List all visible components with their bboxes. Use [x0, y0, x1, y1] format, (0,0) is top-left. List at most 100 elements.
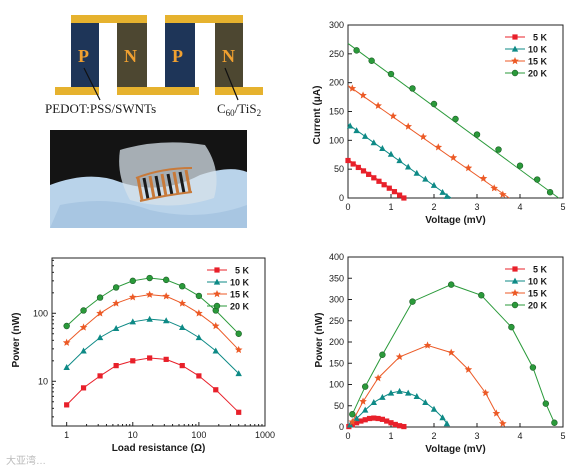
pointer-line-left — [83, 67, 101, 101]
data-point — [443, 192, 451, 199]
y-tick-label: 100 — [329, 135, 344, 145]
leg-label-n1: N — [124, 46, 137, 66]
data-point — [130, 358, 136, 364]
legend-label: 5 K — [533, 265, 548, 275]
data-point — [359, 397, 367, 405]
data-point — [129, 277, 136, 285]
data-point — [146, 274, 153, 282]
data-point — [63, 364, 70, 371]
legend-label: 5 K — [235, 266, 250, 276]
data-point — [401, 195, 407, 201]
data-point — [349, 422, 355, 428]
data-point — [384, 418, 390, 424]
legend-entry: 5 K — [207, 266, 249, 276]
series-20k — [349, 281, 558, 426]
series-20k — [63, 274, 242, 337]
data-point — [392, 421, 398, 428]
p-leg-2 — [165, 23, 195, 87]
bottom-electrode-3 — [215, 87, 263, 95]
data-point — [354, 420, 360, 426]
n-leg-1 — [117, 23, 147, 87]
top-electrode-right — [165, 15, 243, 23]
data-point — [64, 402, 70, 408]
data-point — [358, 418, 364, 424]
data-point — [163, 356, 169, 362]
legend-entry: 15 K — [505, 289, 547, 299]
series-15k — [348, 341, 507, 427]
data-point — [439, 188, 446, 195]
watermark: 大亚湾… — [6, 454, 46, 467]
series-15k — [347, 84, 510, 199]
data-point — [529, 364, 537, 371]
data-point — [464, 164, 473, 172]
data-point — [374, 101, 382, 109]
top-electrode-left — [71, 15, 147, 23]
data-point — [113, 363, 119, 369]
legend-entry: 10 K — [505, 45, 547, 55]
x-tick-label: 2 — [431, 202, 436, 212]
data-point — [195, 309, 203, 317]
legend-entry: 15 K — [207, 290, 249, 300]
data-point — [362, 383, 369, 390]
data-point — [235, 330, 242, 337]
x-tick-label: 10 — [128, 430, 138, 440]
data-point — [96, 309, 104, 317]
data-point — [508, 323, 515, 331]
x-tick-label: 5 — [560, 202, 565, 212]
y-tick-label: 10 — [38, 376, 48, 386]
legend-entry: 15 K — [505, 57, 547, 67]
chart-power-vs-load-resistance: 1 10 100 1000 10 100 Load resistance (Ω) Power … — [11, 257, 275, 454]
data-point — [492, 409, 501, 417]
leg-label-n2: N — [222, 46, 235, 66]
data-point — [147, 355, 153, 361]
leg-label-p1: P — [78, 46, 89, 66]
flexible-device-strips — [136, 169, 192, 201]
data-point — [443, 420, 451, 427]
data-point — [213, 387, 219, 393]
device-photo — [50, 130, 247, 228]
y-tick-label: 400 — [329, 252, 344, 262]
legend-entry: 20 K — [207, 302, 249, 312]
pointer-line-right — [224, 67, 239, 101]
data-point — [387, 150, 395, 157]
data-point — [80, 307, 87, 314]
data-point — [404, 122, 412, 130]
data-point — [396, 387, 403, 394]
legend-label: 10 K — [230, 278, 250, 288]
legend-marker — [511, 277, 519, 284]
data-point — [355, 164, 361, 171]
x-axis-label: Load resistance (Ω) — [112, 443, 206, 454]
y-tick-label: 250 — [329, 316, 344, 326]
legend-marker — [512, 266, 518, 272]
legend-entry: 5 K — [505, 33, 547, 43]
legend-marker — [213, 290, 221, 298]
data-point — [345, 157, 351, 164]
legend-marker — [511, 57, 519, 65]
data-point — [353, 415, 360, 422]
legend-label: 20 K — [528, 69, 548, 79]
data-point — [379, 393, 386, 400]
data-point — [196, 373, 202, 379]
data-point — [359, 91, 367, 99]
legend-entry: 10 K — [207, 278, 249, 288]
data-point — [346, 122, 354, 129]
data-point — [179, 323, 186, 330]
data-point — [388, 420, 394, 426]
x-tick-label: 1 — [388, 202, 393, 212]
data-point — [419, 132, 428, 141]
data-point — [362, 132, 369, 139]
schematic-te-module: P N P N PEDOT:PSS/SWNTs C60/TiS2 — [45, 15, 263, 118]
data-point — [63, 322, 70, 330]
data-point — [533, 176, 541, 183]
legend-entry: 10 K — [505, 277, 547, 287]
data-point — [80, 347, 87, 354]
data-point — [360, 168, 367, 174]
data-point — [423, 341, 432, 349]
legend-label: 15 K — [230, 290, 250, 300]
y-tick-label: 300 — [329, 20, 344, 30]
data-point — [379, 416, 385, 422]
data-point — [422, 398, 429, 405]
data-point — [387, 70, 395, 78]
